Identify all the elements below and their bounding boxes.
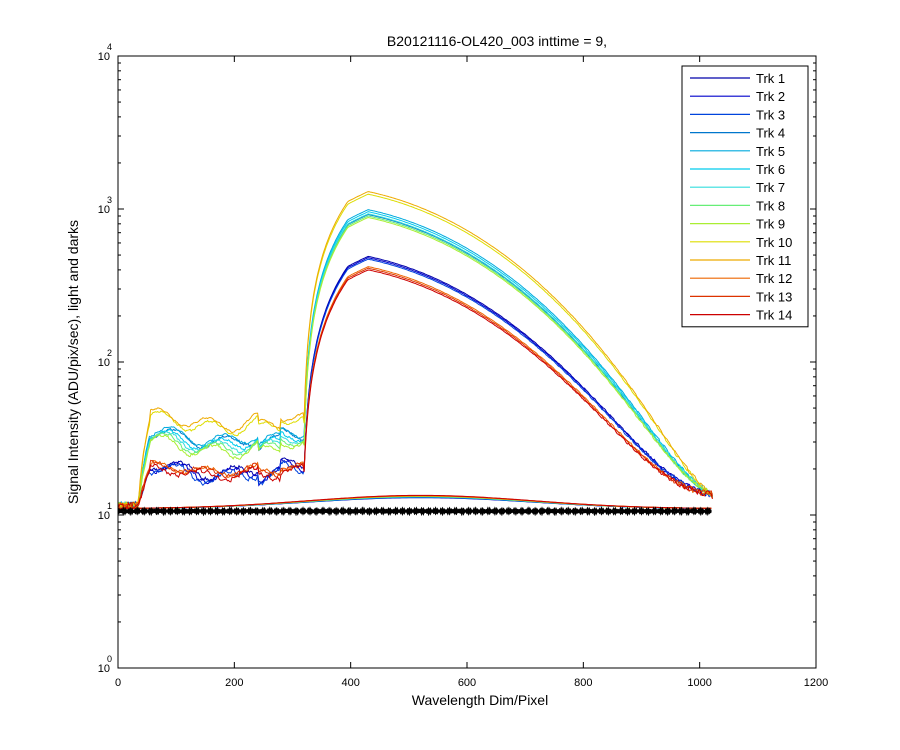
legend-label: Trk 4 [756, 126, 785, 141]
y-tick-label-exponent: 3 [107, 195, 112, 205]
dark-frames-layer [117, 494, 712, 517]
x-tick-label: 800 [574, 677, 592, 689]
legend-entry: Trk 11 [690, 253, 791, 268]
legend-label: Trk 1 [756, 71, 785, 86]
x-tick-label: 1200 [804, 677, 828, 689]
y-tick-label-base: 10 [98, 510, 110, 522]
legend-label: Trk 12 [756, 271, 792, 286]
legend-entry: Trk 13 [690, 289, 792, 304]
legend-entry: Trk 7 [690, 180, 785, 195]
series-line-7 [117, 213, 713, 511]
x-axis-label: Wavelength Dim/Pixel [412, 692, 548, 708]
series-line-5 [117, 209, 713, 509]
legend: Trk 1 Trk 2 Trk 3 Trk 4 Trk 5 Trk 6 Trk 7 Trk 8… [681, 65, 809, 328]
legend-entry: Trk 3 [690, 107, 785, 122]
y-tick-label-exponent: 2 [107, 348, 112, 358]
series-layer [117, 191, 713, 511]
y-tick-label-exponent: 0 [107, 654, 112, 664]
legend-label: Trk 7 [756, 180, 785, 195]
legend-label: Trk 8 [756, 198, 785, 213]
y-tick-label-base: 10 [98, 51, 110, 63]
x-tick-label: 400 [341, 677, 359, 689]
dark-frame-line [117, 506, 712, 517]
y-tick-label-exponent: 4 [107, 42, 112, 52]
legend-entry: Trk 4 [690, 126, 785, 141]
x-tick-label: 600 [458, 677, 476, 689]
legend-label: Trk 5 [756, 144, 785, 159]
legend-entry: Trk 2 [690, 89, 785, 104]
legend-label: Trk 2 [756, 89, 785, 104]
legend-label: Trk 13 [756, 289, 792, 304]
y-tick-label-base: 10 [98, 663, 110, 675]
y-axis-label: Signal Intensity (ADU/pix/sec), light an… [65, 220, 81, 504]
series-line-12 [117, 266, 713, 509]
legend-entry: Trk 9 [690, 217, 785, 232]
series-line-8 [117, 215, 713, 510]
x-tick-label: 200 [225, 677, 243, 689]
legend-label: Trk 14 [756, 308, 792, 323]
legend-entry: Trk 5 [690, 144, 785, 159]
y-tick-label-base: 10 [98, 204, 110, 216]
x-tick-label: 1000 [687, 677, 711, 689]
legend-label: Trk 10 [756, 235, 792, 250]
series-line-14 [117, 269, 713, 510]
x-tick-label: 0 [115, 677, 121, 689]
y-tick-label-exponent: 1 [107, 501, 112, 511]
x-axis-ticks: 0 200 400 600 800 1000 1200 [115, 56, 828, 689]
series-line-9 [117, 216, 713, 510]
chart-title: B20121116-OL420_003 inttime = 9, [387, 33, 607, 49]
legend-entry: Trk 14 [690, 308, 792, 323]
legend-entry: Trk 6 [690, 162, 785, 177]
series-dark-line-14 [118, 494, 712, 509]
legend-entry: Trk 1 [690, 71, 785, 86]
series-line-10 [117, 193, 713, 510]
legend-label: Trk 11 [756, 253, 791, 268]
legend-label: Trk 6 [756, 162, 785, 177]
legend-entry: Trk 10 [690, 235, 792, 250]
legend-entry: Trk 8 [690, 198, 785, 213]
legend-label: Trk 9 [756, 217, 785, 232]
legend-label: Trk 3 [756, 107, 785, 122]
legend-box [681, 65, 809, 328]
y-tick-label-base: 10 [98, 357, 110, 369]
legend-entry: Trk 12 [690, 271, 792, 286]
series-line-11 [117, 191, 713, 510]
